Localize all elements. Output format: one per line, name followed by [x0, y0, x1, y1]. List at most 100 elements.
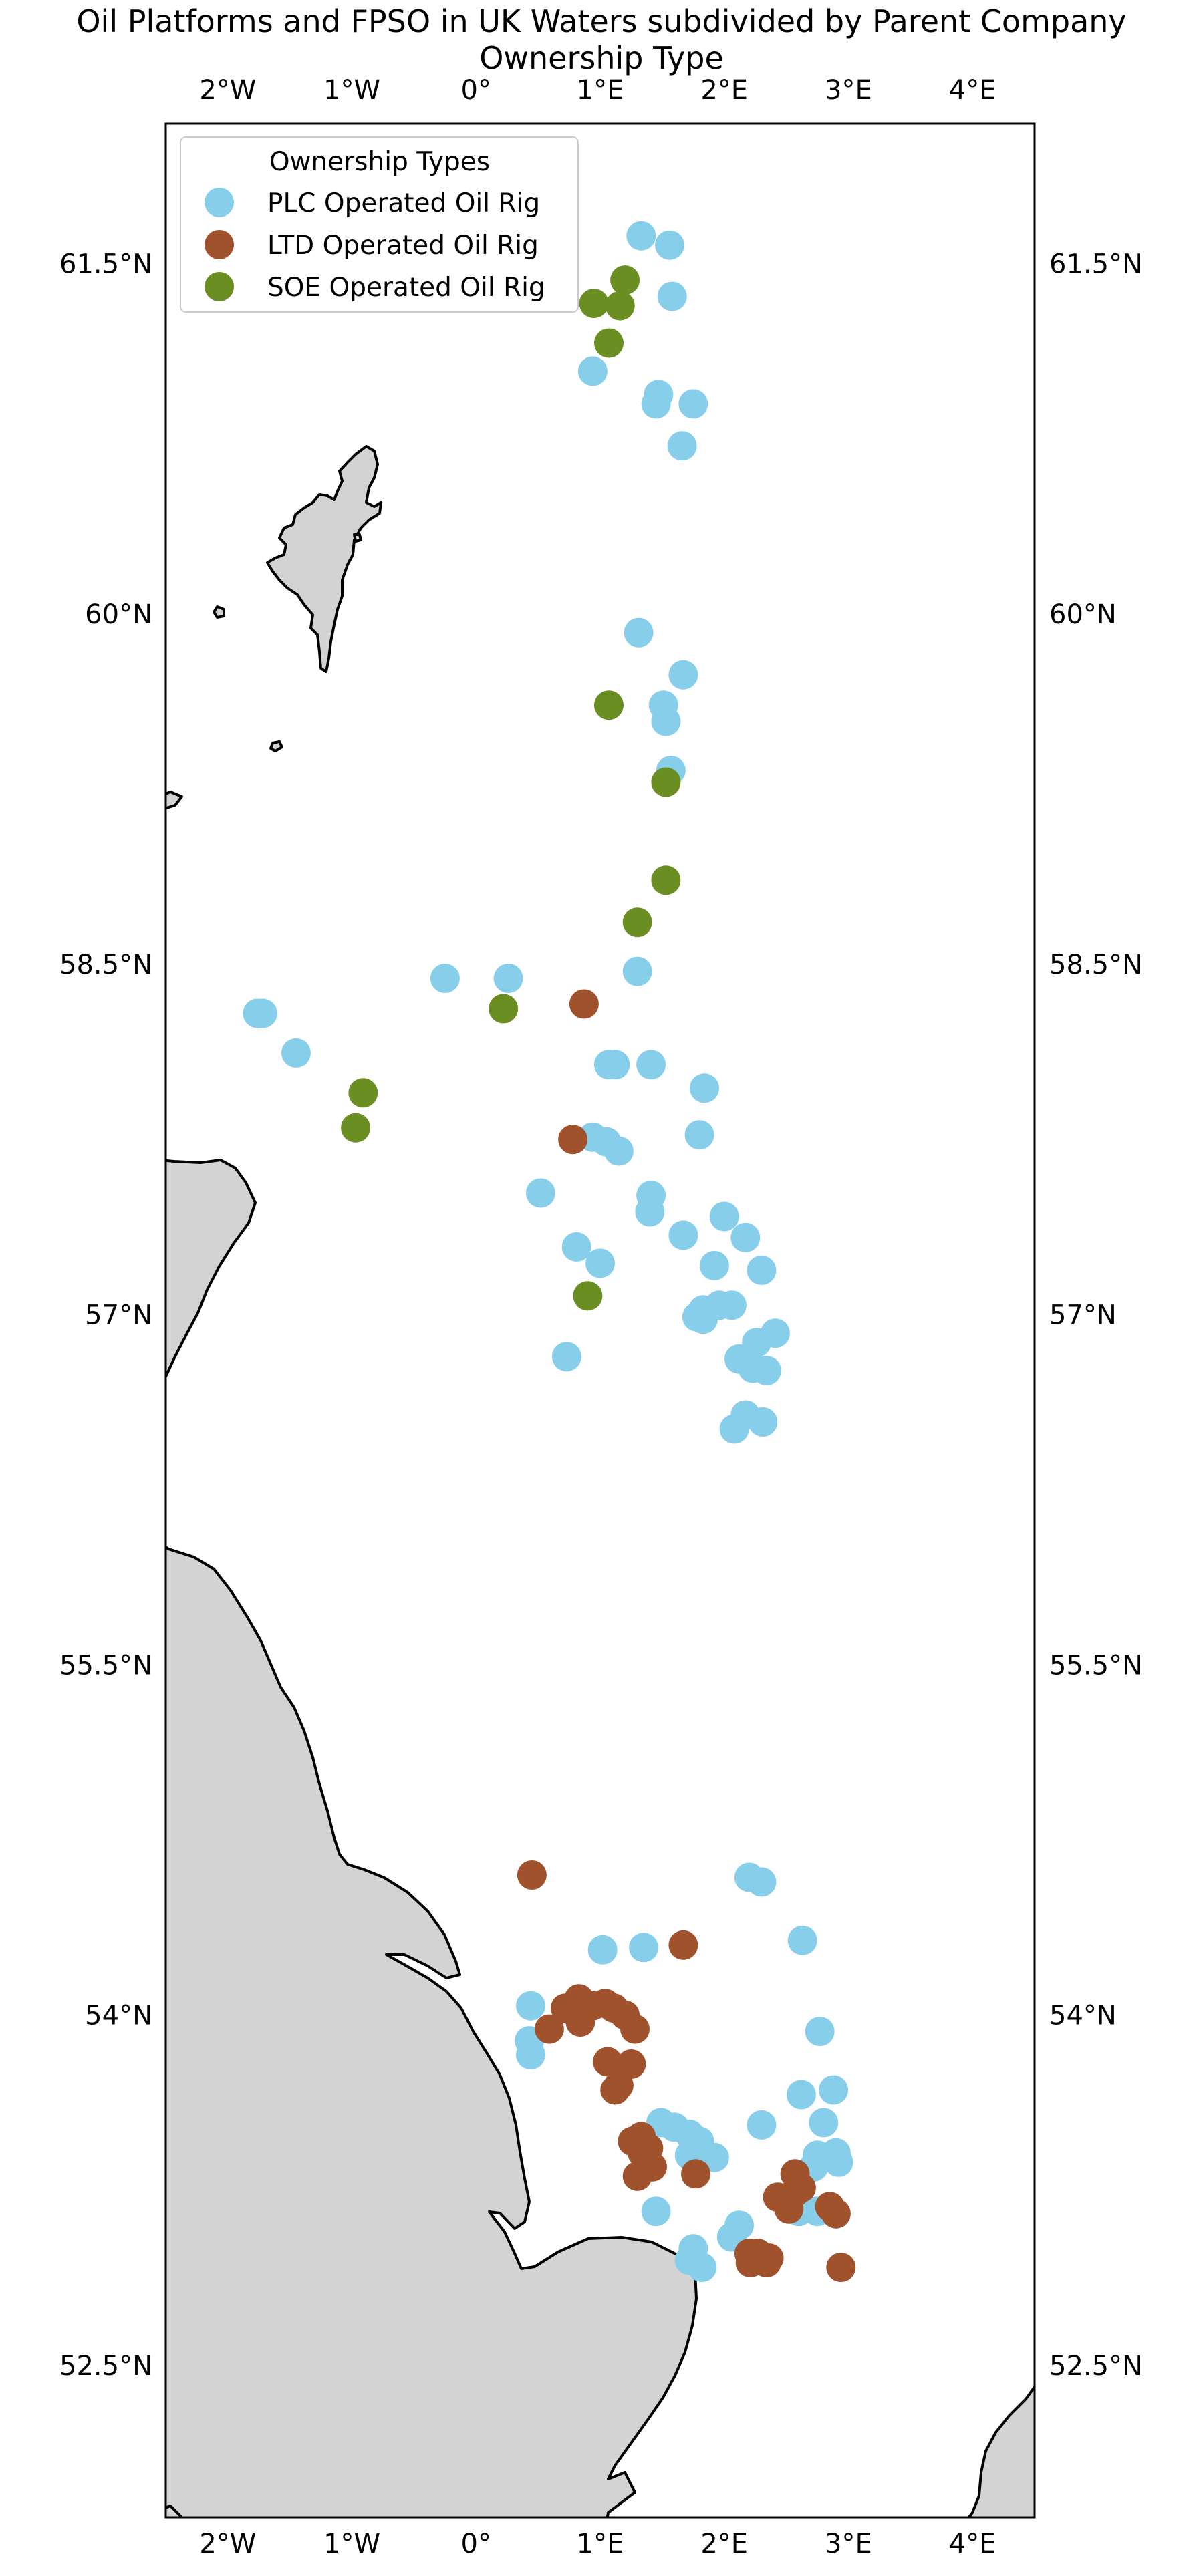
rig-point-plc	[809, 2108, 839, 2138]
chart-title-line2: Ownership Type	[479, 40, 724, 76]
x-tick-label-top: 2°W	[199, 75, 256, 106]
orkney-edge	[166, 791, 183, 810]
rig-point-plc	[724, 2210, 754, 2241]
rig-point-ltd	[826, 2253, 856, 2283]
x-tick-label-bottom: 3°E	[825, 2529, 872, 2559]
shetland-islet-2	[269, 740, 283, 752]
rig-point-plc	[819, 2075, 849, 2105]
rig-point-plc	[629, 1933, 658, 1963]
y-tick-label-left: 55.5°N	[59, 1650, 152, 1681]
rig-point-ltd	[622, 2161, 652, 2191]
rig-point-plc	[587, 1935, 618, 1965]
rig-point-plc	[516, 1991, 545, 2021]
x-tick-label-top: 1°W	[323, 75, 380, 106]
x-tick-label-bottom: 2°E	[700, 2529, 748, 2559]
rig-point-plc	[730, 1222, 761, 1252]
rig-point-plc	[668, 660, 698, 690]
rig-point-soe	[594, 690, 624, 720]
map-frame	[164, 122, 1036, 2519]
x-tick-label-top: 0°	[461, 75, 491, 106]
y-tick-label-left: 61.5°N	[59, 249, 152, 280]
rig-point-plc	[699, 1250, 729, 1280]
rig-point-plc	[786, 2080, 816, 2110]
y-tick-label-right: 55.5°N	[1049, 1650, 1142, 1681]
rig-point-plc	[805, 2017, 835, 2047]
rig-point-plc	[635, 1197, 665, 1227]
rig-point-plc	[657, 281, 687, 311]
x-tick-label-top: 2°E	[700, 75, 748, 106]
rig-point-plc	[641, 389, 671, 419]
legend-label-soe: SOE Operated Oil Rig	[267, 273, 545, 303]
rig-point-plc	[668, 1220, 698, 1250]
rig-point-plc	[516, 2040, 545, 2070]
legend-title: Ownership Types	[269, 147, 490, 177]
legend: Ownership Types PLC Operated Oil Rig LTD…	[180, 136, 579, 313]
rig-point-plc	[709, 1201, 739, 1232]
rig-point-ltd	[600, 2075, 630, 2105]
x-tick-label-top: 4°E	[949, 75, 996, 106]
axis-ticks: 2°W 2°W 1°W 1°W 0° 0° 1°E 1°E 2°E 2°E 3°E 3°E 4°E 4°E…	[59, 75, 1142, 2559]
chart-title-line1: Oil Platforms and FPSO in UK Waters subd…	[76, 3, 1126, 39]
rig-point-ltd	[517, 1860, 547, 1890]
fair-isle	[353, 533, 362, 543]
rig-point-plc	[281, 1038, 311, 1068]
legend-marker-plc	[205, 188, 234, 217]
rig-point-soe	[594, 328, 624, 358]
shetland-mainland	[266, 445, 382, 673]
continent-coast	[967, 2384, 1035, 2517]
rig-point-plc	[674, 2245, 704, 2275]
rig-point-plc	[641, 2196, 671, 2227]
rig-point-plc	[430, 964, 460, 993]
rig-markers	[243, 221, 856, 2283]
x-tick-label-bottom: 1°E	[577, 2529, 624, 2559]
rig-point-soe	[341, 1113, 371, 1143]
rig-point-plc	[751, 1356, 781, 1386]
scotland-coast	[166, 1159, 257, 1379]
rig-point-ltd	[681, 2159, 710, 2189]
rig-point-soe	[605, 291, 635, 321]
legend-box	[180, 136, 579, 313]
rig-point-soe	[610, 265, 640, 295]
rig-point-soe	[622, 907, 652, 938]
y-tick-label-left: 60°N	[85, 599, 152, 630]
rig-point-plc	[493, 964, 523, 993]
rig-point-plc	[561, 1232, 591, 1262]
rig-point-ltd	[565, 2007, 595, 2037]
rig-point-plc	[747, 1867, 777, 1897]
rig-point-plc	[622, 956, 652, 986]
legend-label-ltd: LTD Operated Oil Rig	[267, 231, 539, 261]
y-tick-label-right: 61.5°N	[1049, 249, 1142, 280]
rig-point-plc	[748, 1407, 778, 1437]
rig-point-plc	[247, 998, 277, 1028]
rig-point-soe	[573, 1281, 603, 1311]
rig-point-ltd	[668, 1930, 698, 1960]
x-tick-label-bottom: 2°W	[199, 2529, 256, 2559]
y-tick-label-left: 52.5°N	[59, 2351, 152, 2382]
rig-point-soe	[651, 767, 681, 797]
y-tick-label-right: 52.5°N	[1049, 2351, 1142, 2382]
rig-point-plc	[551, 1342, 581, 1372]
y-tick-label-left: 57°N	[85, 1300, 152, 1330]
legend-label-plc: PLC Operated Oil Rig	[267, 188, 540, 219]
rig-point-plc	[525, 1178, 555, 1208]
rig-point-ltd	[558, 1125, 588, 1155]
rig-point-plc	[655, 230, 684, 260]
coast-fragment-bottom-left	[166, 2505, 182, 2517]
x-tick-label-bottom: 0°	[461, 2529, 491, 2559]
rig-point-soe	[651, 865, 681, 895]
rig-point-plc	[787, 1925, 817, 1955]
y-tick-label-right: 58.5°N	[1049, 950, 1142, 980]
rig-point-plc	[585, 1248, 615, 1278]
rig-point-plc	[678, 389, 708, 419]
rig-point-plc	[624, 617, 654, 648]
rig-point-plc	[684, 1120, 714, 1150]
rig-point-ltd	[774, 2194, 804, 2224]
x-tick-label-bottom: 4°E	[949, 2529, 996, 2559]
legend-marker-soe	[205, 272, 234, 301]
y-tick-label-left: 54°N	[85, 2001, 152, 2031]
y-tick-label-right: 57°N	[1049, 1300, 1117, 1330]
legend-marker-ltd	[205, 230, 234, 259]
rig-point-plc	[690, 1073, 719, 1103]
rig-point-plc	[604, 1136, 634, 1166]
